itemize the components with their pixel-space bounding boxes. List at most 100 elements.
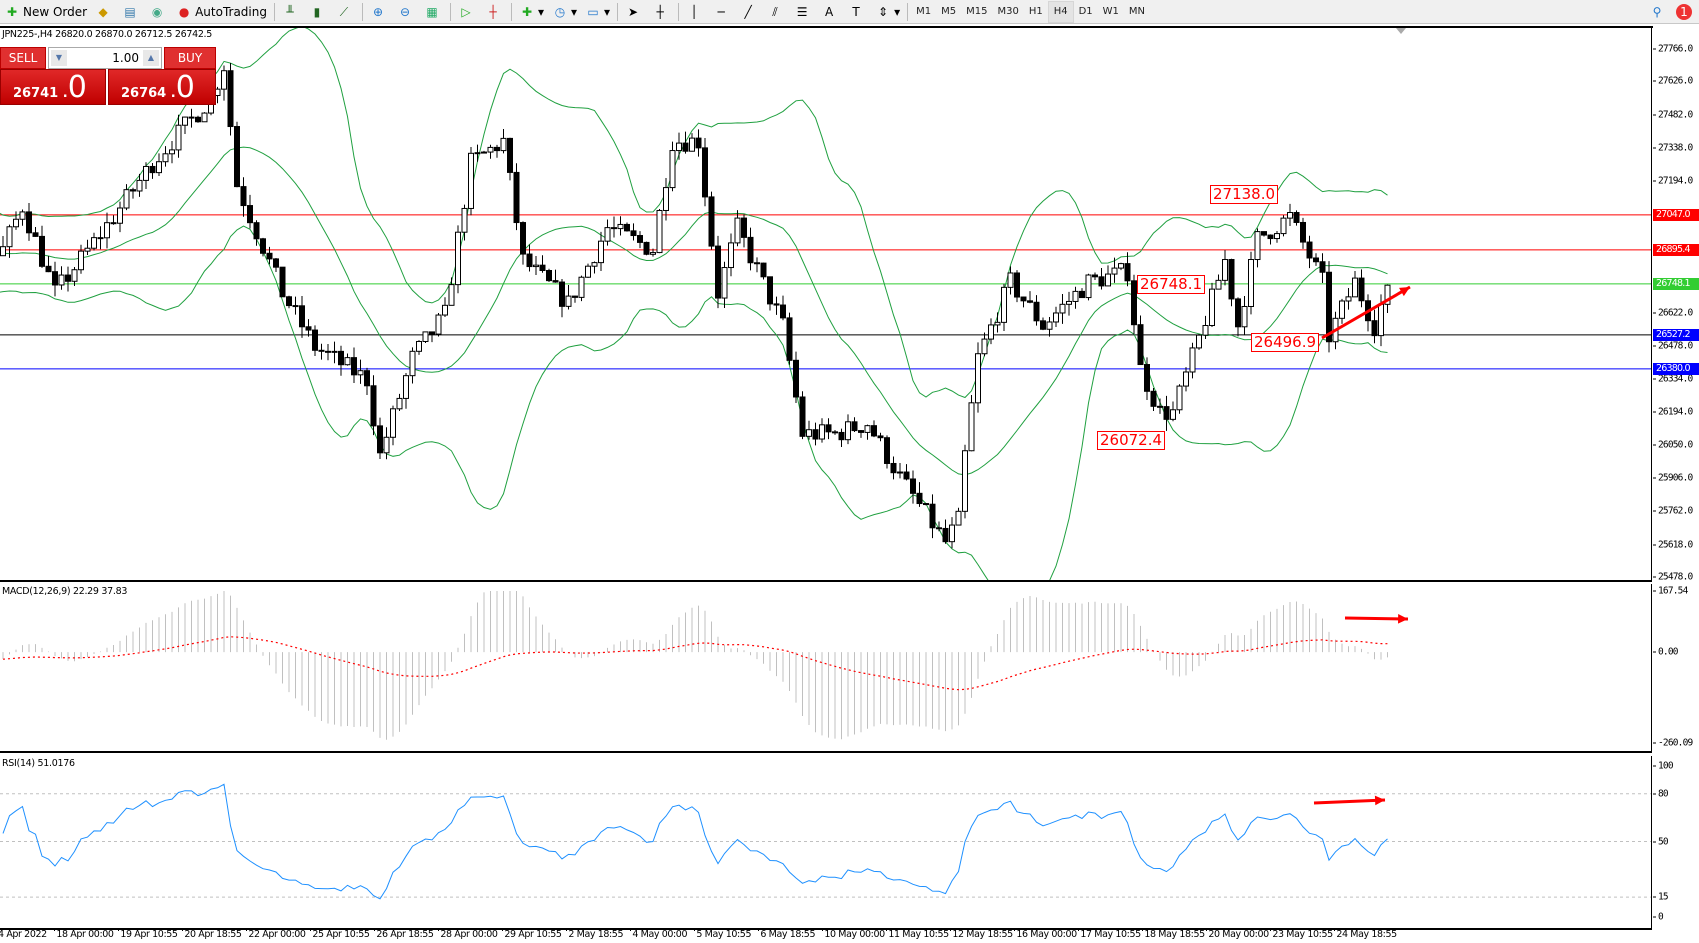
- lot-increase-button[interactable]: ▲: [143, 50, 159, 66]
- signals-button[interactable]: ◉: [145, 1, 172, 23]
- time-label: 5 May 10:55: [694, 928, 752, 940]
- price-axis[interactable]: 27766.0 27626.0 27482.0 27338.0 27194.0 26622…: [1653, 26, 1699, 583]
- bullish-candle: [1085, 274, 1092, 299]
- time-label: 14 Apr 2022: [0, 929, 47, 940]
- timeframe-w1[interactable]: W1: [1102, 6, 1119, 17]
- horizontal-line-button[interactable]: ─: [709, 1, 736, 23]
- macd-info: MACD(12,26,9) 22.29 37.83: [2, 586, 128, 597]
- bullish-candle: [1274, 233, 1280, 240]
- search-button[interactable]: ⚲: [1645, 1, 1672, 23]
- line-chart-button[interactable]: ⟋: [332, 1, 359, 23]
- bearish-candle: [630, 230, 637, 237]
- text-icon: A: [824, 4, 834, 19]
- zoom-in-icon: ⊕: [372, 4, 384, 19]
- indicators-button[interactable]: ✚ ▾: [515, 1, 548, 23]
- bullish-candle: [721, 267, 728, 299]
- bullish-candle: [1352, 277, 1358, 298]
- timeframe-m30[interactable]: M30: [997, 6, 1019, 17]
- time-label: 24 May 18:55: [1334, 928, 1397, 940]
- timeframe-m1[interactable]: M1: [916, 6, 932, 17]
- bullish-candle: [955, 510, 962, 526]
- bullish-candle: [84, 247, 91, 252]
- zoom-in-button[interactable]: ⊕: [366, 1, 393, 23]
- crosshair-button[interactable]: ┼: [648, 1, 675, 23]
- periods-button[interactable]: ◷ ▾: [548, 1, 581, 23]
- bullish-candle: [409, 350, 416, 377]
- search-icon: ⚲: [1652, 4, 1662, 19]
- lot-decrease-button[interactable]: ▼: [51, 50, 67, 66]
- signal-icon: ◉: [151, 4, 163, 19]
- autotrading-icon: ●: [178, 4, 190, 19]
- bullish-candle: [533, 264, 539, 268]
- trendline-button[interactable]: ╱: [736, 1, 763, 23]
- vertical-line-button[interactable]: │: [682, 1, 709, 23]
- chart-shift-marker: [1396, 28, 1406, 34]
- price-annotation[interactable]: 26748.1: [1137, 275, 1206, 294]
- bearish-candle: [130, 189, 136, 192]
- bearish-candle: [539, 264, 546, 272]
- timeframe-m5[interactable]: M5: [941, 6, 957, 17]
- templates-button[interactable]: ▭ ▾: [581, 1, 614, 23]
- sell-button[interactable]: SELL: [0, 47, 46, 69]
- time-label: 18 May 18:55: [1142, 928, 1205, 940]
- bullish-candle: [71, 269, 78, 282]
- macd-pane[interactable]: MACD(12,26,9) 22.29 37.83: [0, 584, 1652, 753]
- time-label: 23 May 10:55: [1270, 928, 1333, 940]
- zoom-out-button[interactable]: ⊖: [393, 1, 420, 23]
- divider: [617, 2, 619, 21]
- text-label-button[interactable]: T: [844, 1, 871, 23]
- notifications-button[interactable]: 1: [1672, 1, 1699, 23]
- timeframe-d1[interactable]: D1: [1078, 6, 1093, 17]
- bearish-candle: [1131, 280, 1137, 326]
- bearish-candle: [572, 295, 578, 298]
- price-annotation[interactable]: 26496.9: [1251, 333, 1320, 352]
- new-order-button[interactable]: ✚ New Order: [0, 1, 91, 23]
- lot-size-input[interactable]: ▼ 1.00 ▲: [48, 47, 162, 69]
- candlestick-button[interactable]: ▮: [305, 1, 332, 23]
- bullish-candle: [136, 179, 143, 192]
- bearish-candle: [916, 492, 923, 505]
- arrows-button[interactable]: ⇕ ▾: [871, 1, 904, 23]
- fibonacci-button[interactable]: ☰: [790, 1, 817, 23]
- autotrading-button[interactable]: ● AutoTrading: [172, 1, 271, 23]
- price-tick: 25906.0: [1653, 473, 1693, 484]
- buy-button[interactable]: BUY: [164, 47, 216, 69]
- equidistant-channel-button[interactable]: ⫽: [763, 1, 790, 23]
- chart-shift-button[interactable]: ┼: [481, 1, 508, 23]
- auto-scroll-button[interactable]: ▷: [454, 1, 481, 23]
- buy-price[interactable]: 26764 .0: [108, 69, 216, 105]
- bearish-candle: [552, 280, 559, 283]
- timeframe-mn[interactable]: MN: [1128, 6, 1146, 17]
- tile-windows-button[interactable]: ▦: [420, 1, 447, 23]
- timeframe-h1[interactable]: H1: [1028, 6, 1043, 17]
- bar-chart-button[interactable]: ╨: [278, 1, 305, 23]
- bullish-candle: [390, 408, 396, 438]
- price-tick: 26050.0: [1653, 440, 1693, 451]
- indicators-icon: ✚: [521, 4, 533, 19]
- bearish-candle: [559, 281, 565, 307]
- price-annotation[interactable]: 27138.0: [1210, 185, 1279, 204]
- bearish-candle: [942, 527, 949, 543]
- market-watch-button[interactable]: ◆: [91, 1, 118, 23]
- rsi-pane[interactable]: RSI(14) 51.0176: [0, 756, 1652, 930]
- bullish-candle: [656, 209, 663, 254]
- bearish-candle: [188, 116, 195, 119]
- text-button[interactable]: A: [817, 1, 844, 23]
- sell-price[interactable]: 26741 .0: [0, 69, 106, 105]
- price-chart[interactable]: JPN225-,H4 26820.0 26870.0 26712.5 26742…: [0, 28, 1652, 582]
- timeframe-h4[interactable]: H4: [1047, 0, 1074, 23]
- bearish-candle: [1313, 257, 1319, 263]
- price-tick: 27194.0: [1653, 176, 1693, 187]
- bullish-candle: [1248, 259, 1254, 307]
- bullish-candle: [728, 242, 734, 269]
- price-annotation[interactable]: 26072.4: [1097, 431, 1166, 450]
- bearish-candle: [1092, 274, 1098, 278]
- data-window-button[interactable]: ▤: [118, 1, 145, 23]
- cursor-button[interactable]: ➤: [621, 1, 648, 23]
- timeframe-m15[interactable]: M15: [966, 6, 988, 17]
- bearish-candle: [1319, 261, 1326, 273]
- bearish-candle: [1098, 276, 1105, 287]
- bearish-candle: [708, 196, 715, 247]
- vertical-line-icon: │: [690, 4, 698, 19]
- sell-price-main: 26741: [13, 86, 59, 101]
